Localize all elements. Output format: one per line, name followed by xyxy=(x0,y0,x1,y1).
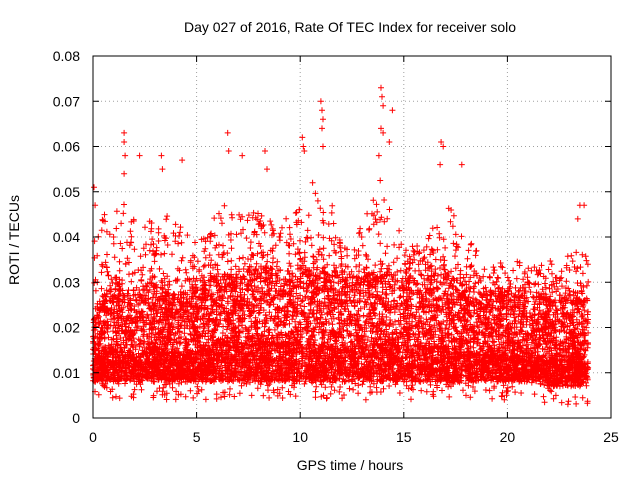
chart-title: Day 027 of 2016, Rate Of TEC Index for r… xyxy=(184,19,516,35)
y-tick-label: 0.05 xyxy=(53,184,80,200)
scatter-plus-markers xyxy=(90,84,592,408)
grid-lines xyxy=(93,56,611,418)
y-tick-label: 0.02 xyxy=(53,320,80,336)
x-tick-label: 10 xyxy=(292,429,308,445)
y-tick-label: 0.04 xyxy=(53,229,80,245)
y-tick-label: 0.01 xyxy=(53,365,80,381)
x-tick-label: 20 xyxy=(500,429,516,445)
x-axis: 0 5 10 15 20 25 xyxy=(89,56,619,445)
y-axis: 0 0.01 0.02 0.03 0.04 0.05 0.06 0.07 0.08 xyxy=(53,48,611,426)
x-axis-label: GPS time / hours xyxy=(297,457,404,473)
x-tick-label: 0 xyxy=(89,429,97,445)
x-tick-label: 25 xyxy=(603,429,619,445)
y-tick-label: 0.07 xyxy=(53,93,80,109)
y-tick-label: 0.03 xyxy=(53,274,80,290)
data-points xyxy=(90,84,592,408)
x-tick-label: 15 xyxy=(396,429,412,445)
y-tick-label: 0.08 xyxy=(53,48,80,64)
y-axis-label: ROTI / TECUs xyxy=(6,195,22,285)
x-tick-label: 5 xyxy=(193,429,201,445)
y-tick-label: 0 xyxy=(72,410,80,426)
y-tick-label: 0.06 xyxy=(53,139,80,155)
